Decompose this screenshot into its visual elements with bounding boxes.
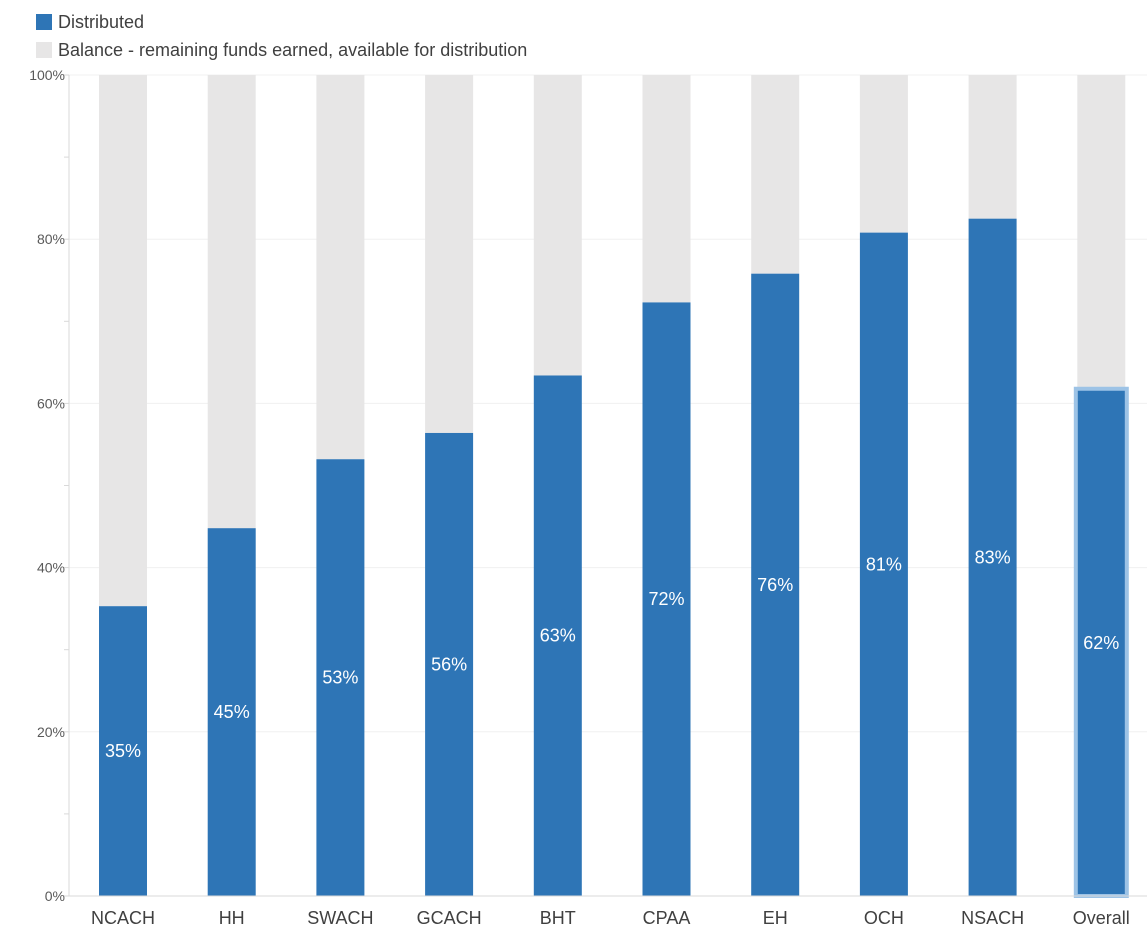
x-tick-label-bht: BHT [540, 908, 576, 928]
bar-distributed-eh [751, 273, 800, 896]
x-tick-label-swach: SWACH [307, 908, 373, 928]
y-tick-label-0: 0% [45, 888, 65, 904]
bar-balance-ncach [99, 75, 147, 607]
data-label-gcach: 56% [431, 654, 467, 674]
bar-distributed-hh [207, 528, 256, 896]
y-tick-label-20: 20% [37, 724, 65, 740]
data-label-och: 81% [866, 554, 902, 574]
data-label-ncach: 35% [105, 741, 141, 761]
legend-swatch-balance [36, 42, 52, 58]
data-label-swach: 53% [322, 668, 358, 688]
legend-label-distributed: Distributed [58, 11, 145, 32]
bar-distributed-och [859, 232, 908, 896]
y-tick-label-80: 80% [37, 231, 65, 247]
legend: Distributed Balance - remaining funds ea… [36, 8, 527, 64]
y-tick-label-100: 100% [29, 67, 65, 83]
x-tick-label-cpaa: CPAA [643, 908, 691, 928]
legend-swatch-distributed [36, 14, 52, 30]
data-label-nsach: 83% [975, 547, 1011, 567]
bar-balance-overall [1077, 75, 1126, 391]
y-tick-label-40: 40% [37, 560, 65, 576]
x-tick-label-och: OCH [864, 908, 904, 928]
data-label-overall: 62% [1083, 633, 1119, 653]
data-label-hh: 45% [214, 702, 250, 722]
x-tick-label-ncach: NCACH [91, 908, 155, 928]
bar-balance-swach [316, 75, 365, 460]
x-tick-label-overall: Overall [1073, 908, 1130, 928]
bar-balance-nsach [968, 75, 1017, 219]
bar-balance-bht [533, 75, 582, 376]
bar-distributed-nsach [968, 218, 1017, 897]
legend-label-balance: Balance - remaining funds earned, availa… [58, 39, 528, 60]
x-tick-label-gcach: GCACH [417, 908, 482, 928]
bar-distributed-ncach [99, 606, 147, 896]
bar-balance-cpaa [642, 75, 691, 303]
bar-distributed-bht [533, 375, 582, 897]
bar-distributed-cpaa [642, 302, 691, 896]
bar-balance-hh [207, 75, 256, 529]
legend-item-balance: Balance - remaining funds earned, availa… [36, 36, 527, 64]
bar-balance-eh [751, 75, 800, 274]
bar-distributed-swach [316, 459, 365, 896]
x-tick-label-nsach: NSACH [961, 908, 1024, 928]
x-tick-label-eh: EH [763, 908, 788, 928]
bar-balance-och [859, 75, 908, 233]
data-label-eh: 76% [757, 575, 793, 595]
x-tick-label-hh: HH [219, 908, 245, 928]
data-label-cpaa: 72% [648, 589, 684, 609]
bar-distributed-overall [1077, 390, 1126, 896]
data-label-bht: 63% [540, 626, 576, 646]
bar-balance-gcach [425, 75, 474, 433]
bar-distributed-gcach [425, 432, 474, 896]
legend-item-distributed: Distributed [36, 8, 527, 36]
y-tick-label-60: 60% [37, 395, 65, 411]
